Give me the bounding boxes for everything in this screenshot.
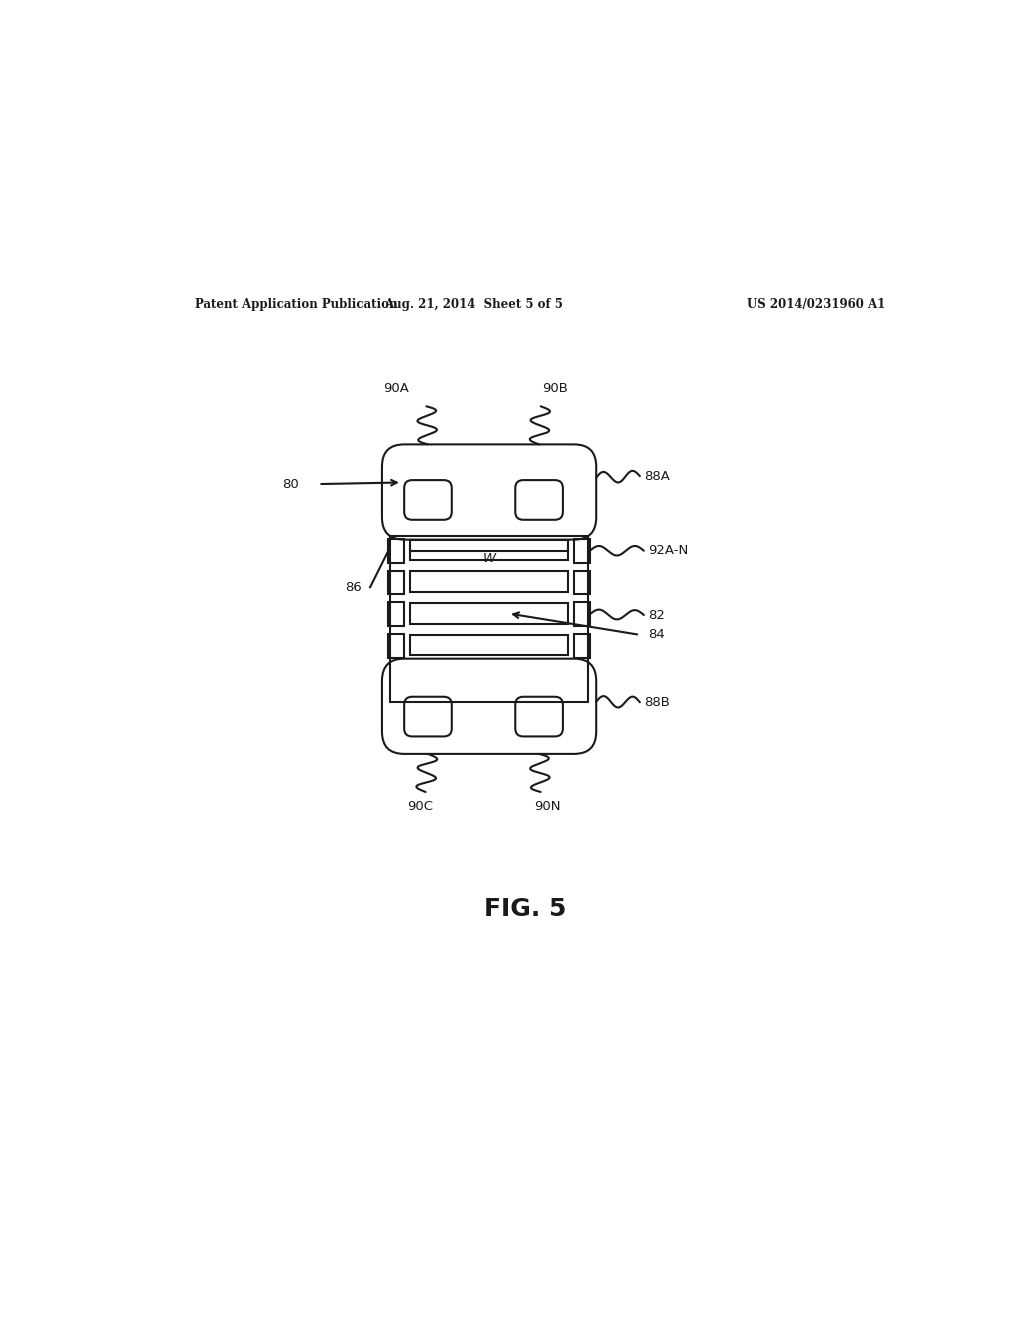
Bar <box>574 570 590 594</box>
Bar <box>574 634 590 657</box>
Bar <box>574 602 590 626</box>
Bar <box>388 570 404 594</box>
Text: Aug. 21, 2014  Sheet 5 of 5: Aug. 21, 2014 Sheet 5 of 5 <box>384 298 562 312</box>
Text: 90A: 90A <box>383 383 410 395</box>
Text: 86: 86 <box>345 581 362 594</box>
Text: 90C: 90C <box>408 800 433 813</box>
Text: 84: 84 <box>648 628 665 642</box>
Text: 90N: 90N <box>534 800 560 813</box>
Text: 80: 80 <box>282 478 299 491</box>
Text: US 2014/0231960 A1: US 2014/0231960 A1 <box>748 298 886 312</box>
Bar <box>388 634 404 657</box>
Bar <box>388 539 404 562</box>
Text: 92A-N: 92A-N <box>648 544 688 557</box>
Bar <box>388 602 404 626</box>
Bar <box>390 536 589 702</box>
Text: 88A: 88A <box>644 470 670 483</box>
Bar <box>574 539 590 562</box>
Text: FIG. 5: FIG. 5 <box>483 896 566 920</box>
Text: Patent Application Publication: Patent Application Publication <box>196 298 398 312</box>
Text: 88B: 88B <box>644 696 670 709</box>
Bar <box>410 572 568 591</box>
Text: W: W <box>482 552 496 565</box>
Bar <box>410 635 568 656</box>
Bar <box>410 603 568 624</box>
Bar <box>410 540 568 560</box>
Text: 90B: 90B <box>542 383 568 395</box>
Text: 82: 82 <box>648 609 665 622</box>
